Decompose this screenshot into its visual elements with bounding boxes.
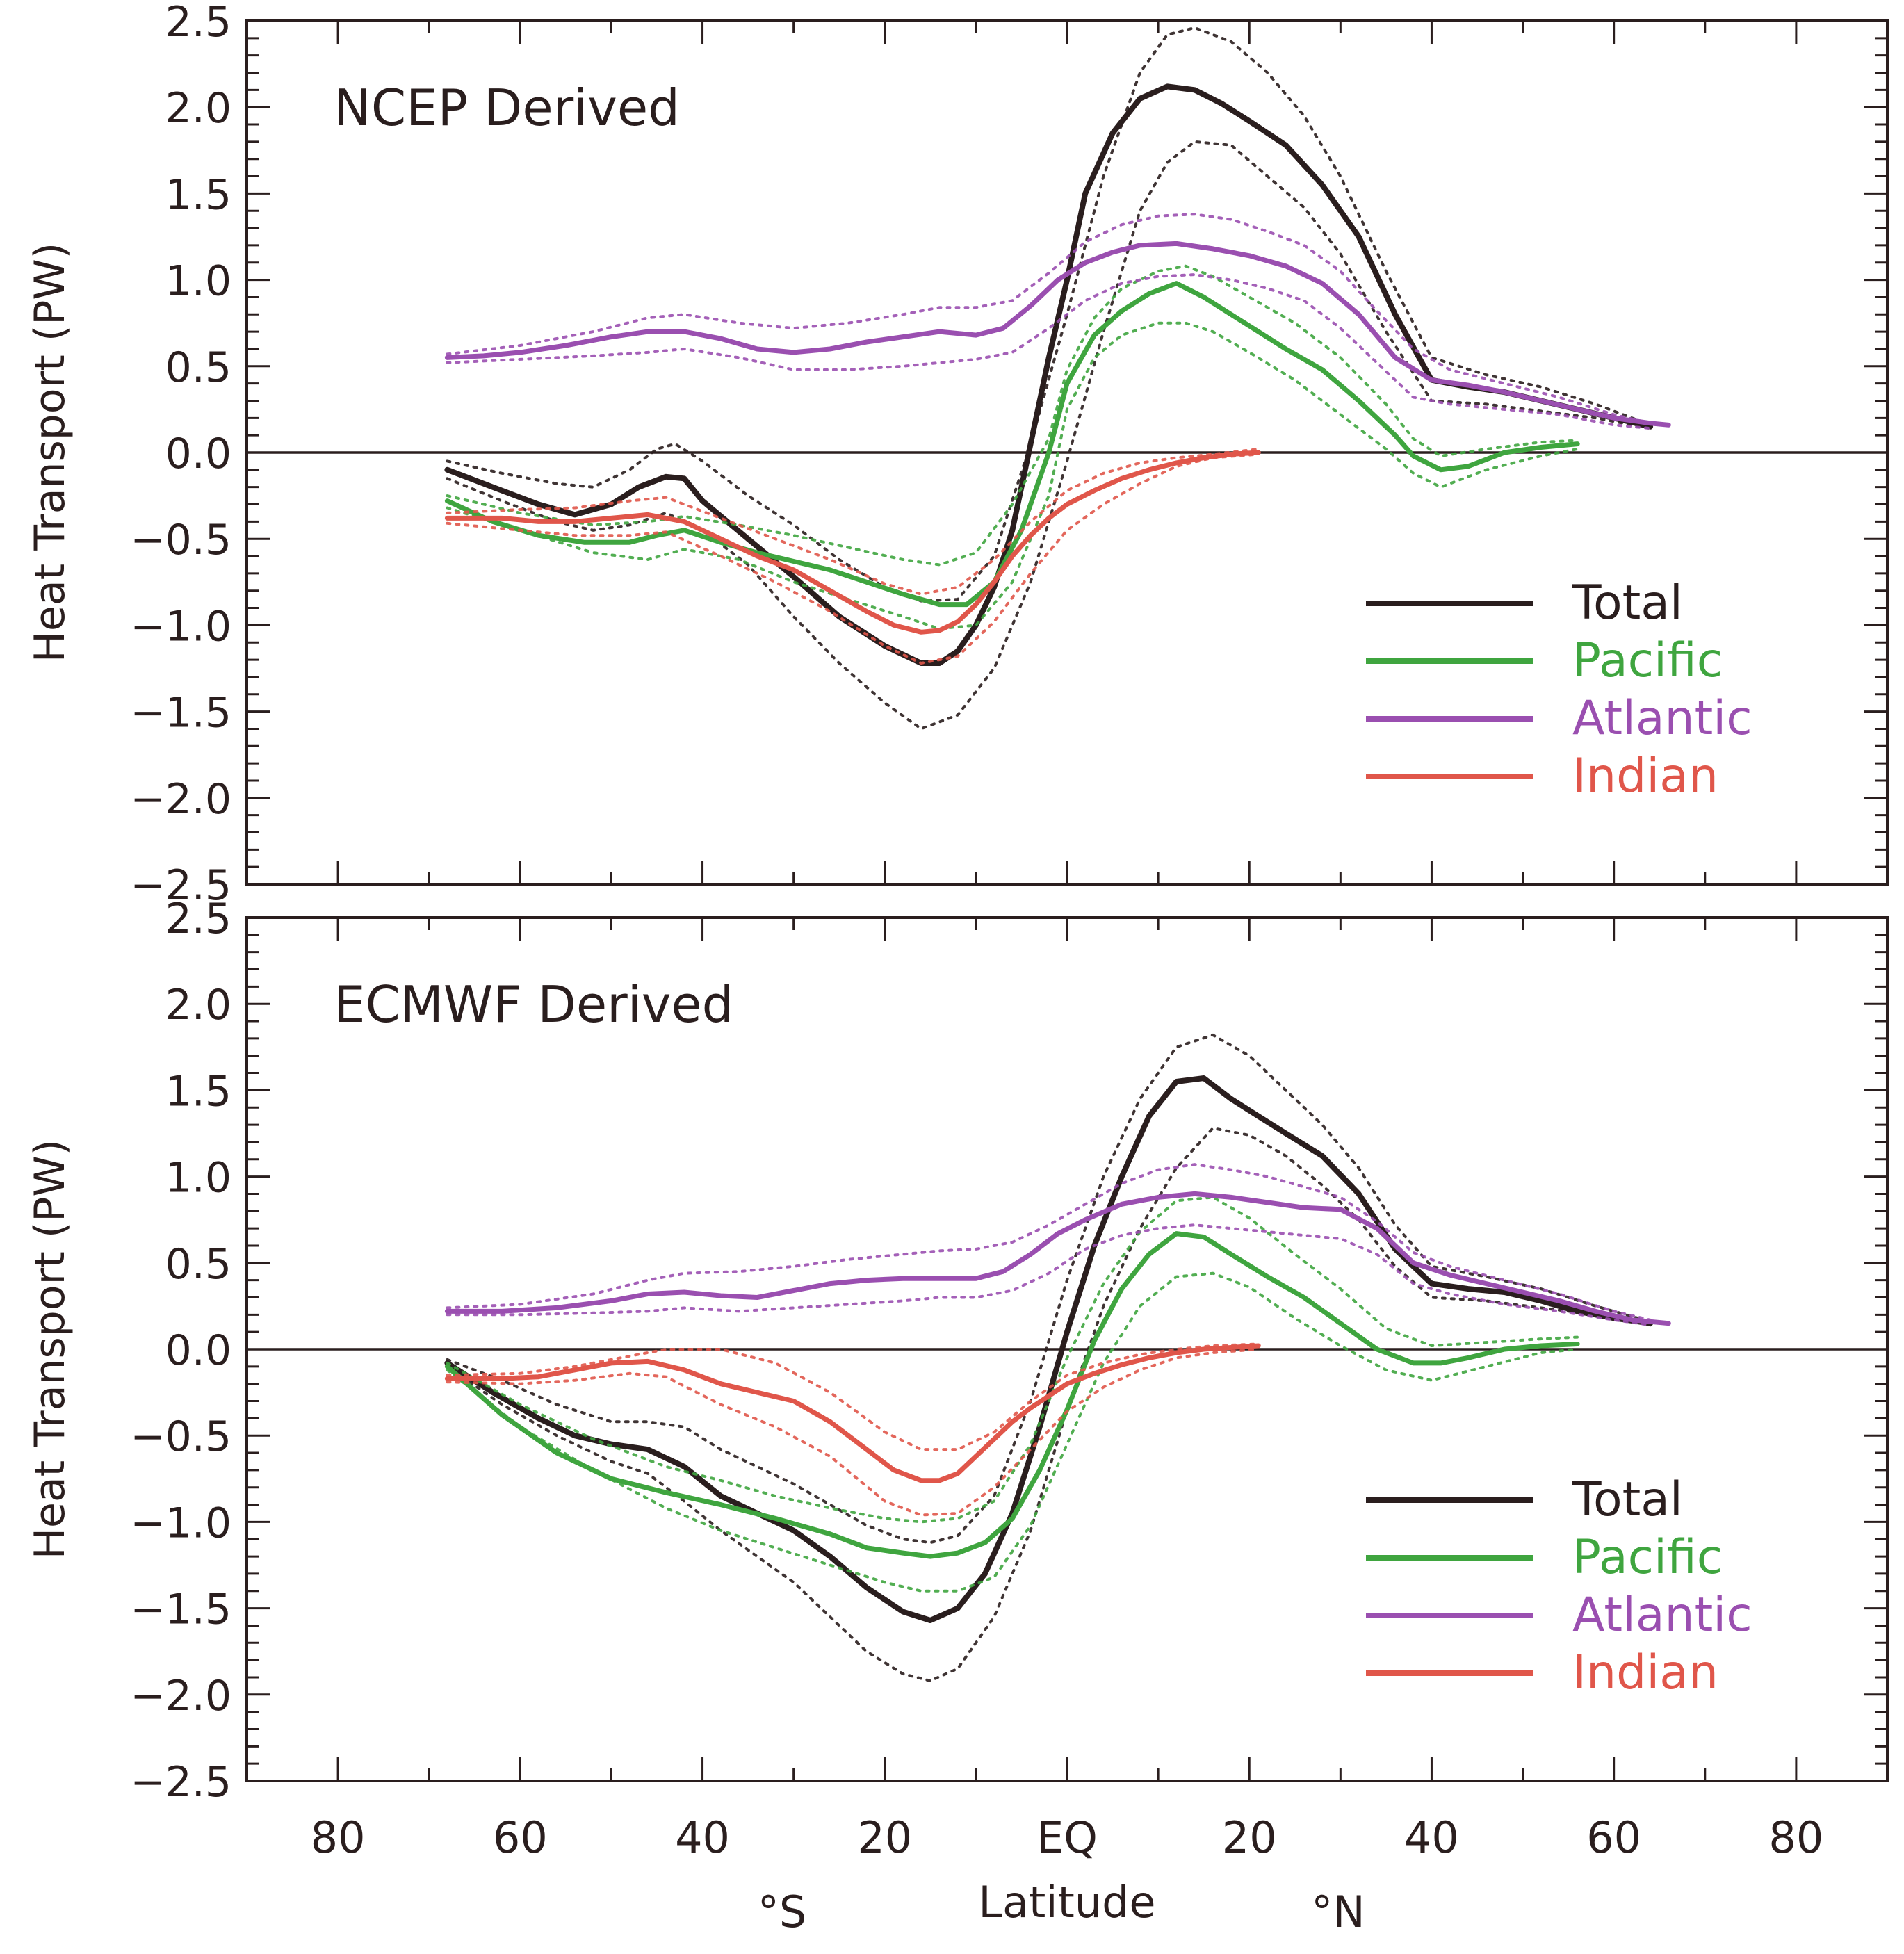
legend-label-total: Total <box>1572 576 1683 630</box>
legend-label-indian: Indian <box>1572 1645 1718 1700</box>
series-pacific-lower-bound <box>446 321 1579 630</box>
y-tick-label: −0.5 <box>130 1412 231 1461</box>
panel-ncep: 2.5 2.0 1.5 1.0 0.5 0.0 −0.5 −1.0 −1.5 −2.0 −2.5 He… <box>26 0 1889 910</box>
x-tick-label: 80 <box>1768 1812 1823 1863</box>
y-tick-label: 1.0 <box>165 1154 231 1203</box>
series-total-line <box>444 83 1654 666</box>
legend-label-total: Total <box>1572 1472 1683 1527</box>
x-axis-south-label: °S <box>758 1887 806 1937</box>
y-tick-label: 0.5 <box>165 343 231 392</box>
y-tick-label: −2.5 <box>130 861 231 910</box>
y-tick-label: −2.0 <box>130 1672 231 1720</box>
series-total-upper-bound <box>446 26 1652 603</box>
y-tick-label: 0.5 <box>165 1240 231 1289</box>
series-pacific <box>444 264 1580 630</box>
x-axis-title: Latitude <box>978 1877 1155 1928</box>
series-atlantic-line <box>444 1191 1671 1326</box>
x-tick-label: 60 <box>1586 1812 1641 1863</box>
y-tick-label: −1.0 <box>130 602 231 651</box>
series-total-lower-bound <box>446 140 1652 731</box>
series-total <box>444 26 1654 731</box>
series-atlantic <box>444 1163 1671 1327</box>
y-tick-label: −2.5 <box>130 1758 231 1807</box>
legend-label-pacific: Pacific <box>1572 1530 1723 1585</box>
y-tick-label: 1.5 <box>165 170 231 219</box>
series-indian <box>444 1342 1261 1517</box>
y-tick-label: 1.0 <box>165 257 231 306</box>
legend-label-atlantic: Atlantic <box>1572 1588 1752 1643</box>
series-indian-upper-bound <box>446 448 1260 596</box>
series-pacific-line <box>444 1231 1580 1559</box>
x-axis: 80 60 40 20 EQ 20 40 60 80 <box>311 1812 1824 1863</box>
series-total-lower-bound <box>446 1126 1652 1683</box>
y-axis-title: Heat Transport (PW) <box>26 243 74 662</box>
x-axis-north-label: °N <box>1311 1887 1365 1937</box>
y-tick-label: 2.5 <box>165 0 231 47</box>
x-tick-label: 20 <box>1222 1812 1277 1863</box>
legend-label-atlantic: Atlantic <box>1572 691 1752 746</box>
y-tick-label: 2.5 <box>165 895 231 943</box>
legend-label-indian: Indian <box>1572 749 1718 804</box>
panel-title: NCEP Derived <box>334 79 680 137</box>
x-tick-label: EQ <box>1036 1812 1098 1863</box>
series-atlantic-upper-bound <box>446 1163 1652 1321</box>
series-pacific <box>444 1196 1580 1593</box>
y-axis-title: Heat Transport (PW) <box>26 1139 74 1559</box>
series-pacific-lower-bound <box>446 1271 1579 1593</box>
series-pacific-upper-bound <box>446 1196 1579 1524</box>
series-indian-lower-bound <box>446 453 1260 665</box>
x-tick-label: 40 <box>675 1812 730 1863</box>
series-indian-line <box>444 450 1261 635</box>
y-tick-label: −1.5 <box>130 1586 231 1634</box>
y-tick-label: −1.5 <box>130 689 231 738</box>
series-total-line <box>444 1075 1654 1623</box>
panel-title: ECMWF Derived <box>334 975 733 1034</box>
legend-label-pacific: Pacific <box>1572 633 1723 688</box>
series-atlantic-line <box>444 241 1671 428</box>
series-indian <box>444 448 1261 665</box>
series-indian-upper-bound <box>446 1342 1260 1451</box>
panel-ecmwf: 2.5 2.0 1.5 1.0 0.5 0.0 −0.5 −1.0 −1.5 −2.0 −2.5 He… <box>26 895 1889 1807</box>
y-tick-label: 0.0 <box>165 430 231 478</box>
x-tick-label: 20 <box>857 1812 912 1863</box>
y-tick-label: 2.0 <box>165 981 231 1029</box>
series-atlantic <box>444 213 1671 430</box>
series-indian-lower-bound <box>446 1348 1260 1517</box>
y-tick-label: −2.0 <box>130 775 231 824</box>
series-pacific-line <box>444 281 1580 608</box>
x-tick-label: 40 <box>1404 1812 1459 1863</box>
y-tick-label: 1.5 <box>165 1067 231 1116</box>
y-tick-label: 0.0 <box>165 1326 231 1375</box>
series-indian-line <box>444 1343 1261 1483</box>
y-tick-label: −0.5 <box>130 516 231 564</box>
series-atlantic-upper-bound <box>446 213 1652 425</box>
y-tick-label: 2.0 <box>165 84 231 133</box>
series-atlantic-lower-bound <box>446 273 1652 430</box>
x-tick-label: 60 <box>493 1812 548 1863</box>
y-tick-label: −1.0 <box>130 1499 231 1547</box>
x-tick-label: 80 <box>311 1812 366 1863</box>
series-atlantic-lower-bound <box>446 1223 1652 1327</box>
